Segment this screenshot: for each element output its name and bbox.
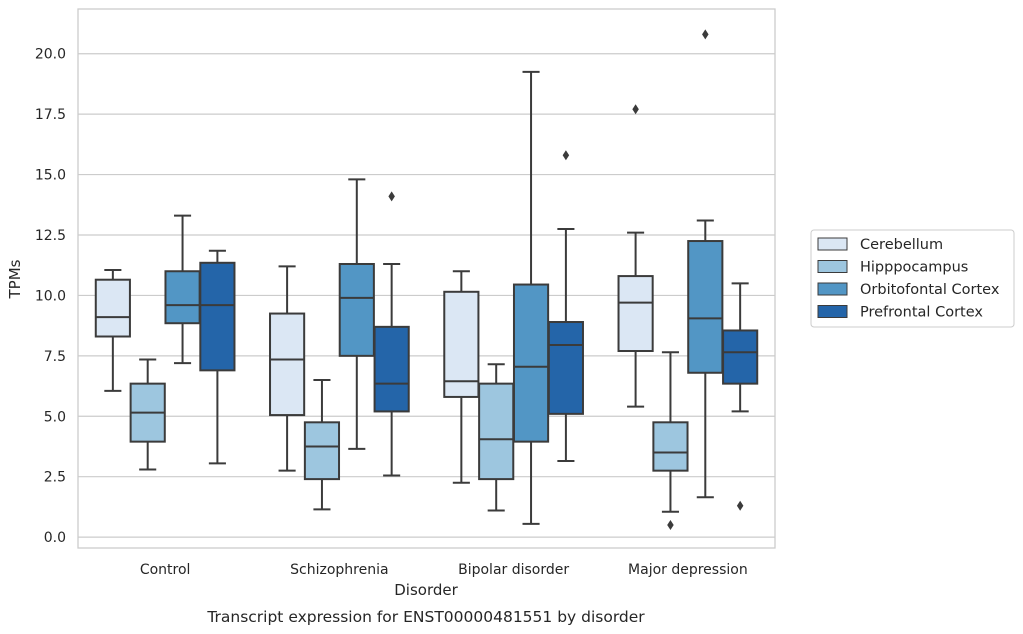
box <box>652 351 689 531</box>
series-cerebellum <box>94 104 654 484</box>
y-axis-label: TPMs <box>6 259 24 299</box>
box-body <box>164 270 201 325</box>
box-body <box>94 278 131 338</box>
y-tick-label: 5.0 <box>44 409 66 425</box>
box-body <box>338 262 375 357</box>
x-axis-ticks: Control Schizophrenia Bipolar disorder Majo… <box>140 562 748 578</box>
y-axis-ticks: 0.0 2.5 5.0 7.5 10.0 12.5 15.0 17.5 20.0 <box>35 47 66 546</box>
box <box>443 270 480 484</box>
y-tick-label: 12.5 <box>35 228 66 244</box>
y-tick-label: 20.0 <box>35 47 66 63</box>
plot-frame <box>77 8 776 549</box>
box-body <box>373 325 410 413</box>
box <box>512 70 550 525</box>
chart-caption: Transcript expression for ENST0000048155… <box>206 608 645 626</box>
legend-label: Prefrontal Cortex <box>860 305 983 321</box>
box <box>338 178 375 450</box>
box-body <box>199 261 236 372</box>
box <box>94 269 131 392</box>
box <box>687 29 724 499</box>
series-orbitofontal-cortex <box>164 29 724 525</box>
legend-frame <box>810 229 1015 328</box>
box <box>269 265 306 472</box>
x-tick-label: Schizophrenia <box>290 562 388 578</box>
box-series <box>94 29 759 531</box>
box-body <box>617 275 654 353</box>
box-body <box>269 312 306 417</box>
box-body <box>547 321 584 415</box>
legend-swatch <box>817 282 848 296</box>
y-tick-label: 10.0 <box>35 288 66 304</box>
box <box>373 191 410 477</box>
x-tick-label: Bipolar disorder <box>458 562 569 578</box>
legend: Cerebellum Hipppocampus Orbitofontal Corte… <box>810 229 1015 328</box>
box <box>478 363 515 512</box>
box-body <box>512 283 550 443</box>
box <box>199 249 236 465</box>
legend-label: Hipppocampus <box>860 260 968 276</box>
box-body <box>722 329 759 385</box>
series-prefrontal-cortex <box>199 150 759 511</box>
outlier-point <box>388 191 395 202</box>
outlier-point <box>702 29 709 40</box>
legend-swatch <box>817 237 848 251</box>
series-hipppocampus <box>129 351 689 531</box>
legend-label: Orbitofontal Cortex <box>860 282 1000 298</box>
x-tick-label: Control <box>140 562 191 578</box>
x-tick-label: Major depression <box>628 562 748 578</box>
box <box>129 358 166 471</box>
x-axis-label: Disorder <box>394 581 458 599</box>
box-body <box>443 290 480 398</box>
outlier-point <box>736 500 744 511</box>
outlier-point <box>562 150 570 161</box>
y-tick-label: 15.0 <box>35 168 66 184</box>
box <box>164 214 201 365</box>
y-tick-label: 0.0 <box>44 530 66 546</box>
legend-swatch <box>817 260 848 273</box>
legend-swatch <box>817 305 848 318</box>
y-tick-label: 2.5 <box>44 470 66 486</box>
box <box>303 379 341 511</box>
box-body <box>687 240 724 374</box>
box <box>722 282 759 511</box>
legend-label: Cerebellum <box>860 237 943 253</box>
box-body <box>303 421 341 481</box>
legend-items: Cerebellum Hipppocampus Orbitofontal Corte… <box>817 237 1000 321</box>
outlier-point <box>667 520 674 531</box>
box-body <box>478 382 515 481</box>
y-tick-label: 17.5 <box>35 107 66 123</box>
box <box>617 104 654 408</box>
y-tick-label: 7.5 <box>44 349 66 365</box>
box-body <box>652 421 689 472</box>
box <box>547 150 584 462</box>
outlier-point <box>632 104 639 115</box>
